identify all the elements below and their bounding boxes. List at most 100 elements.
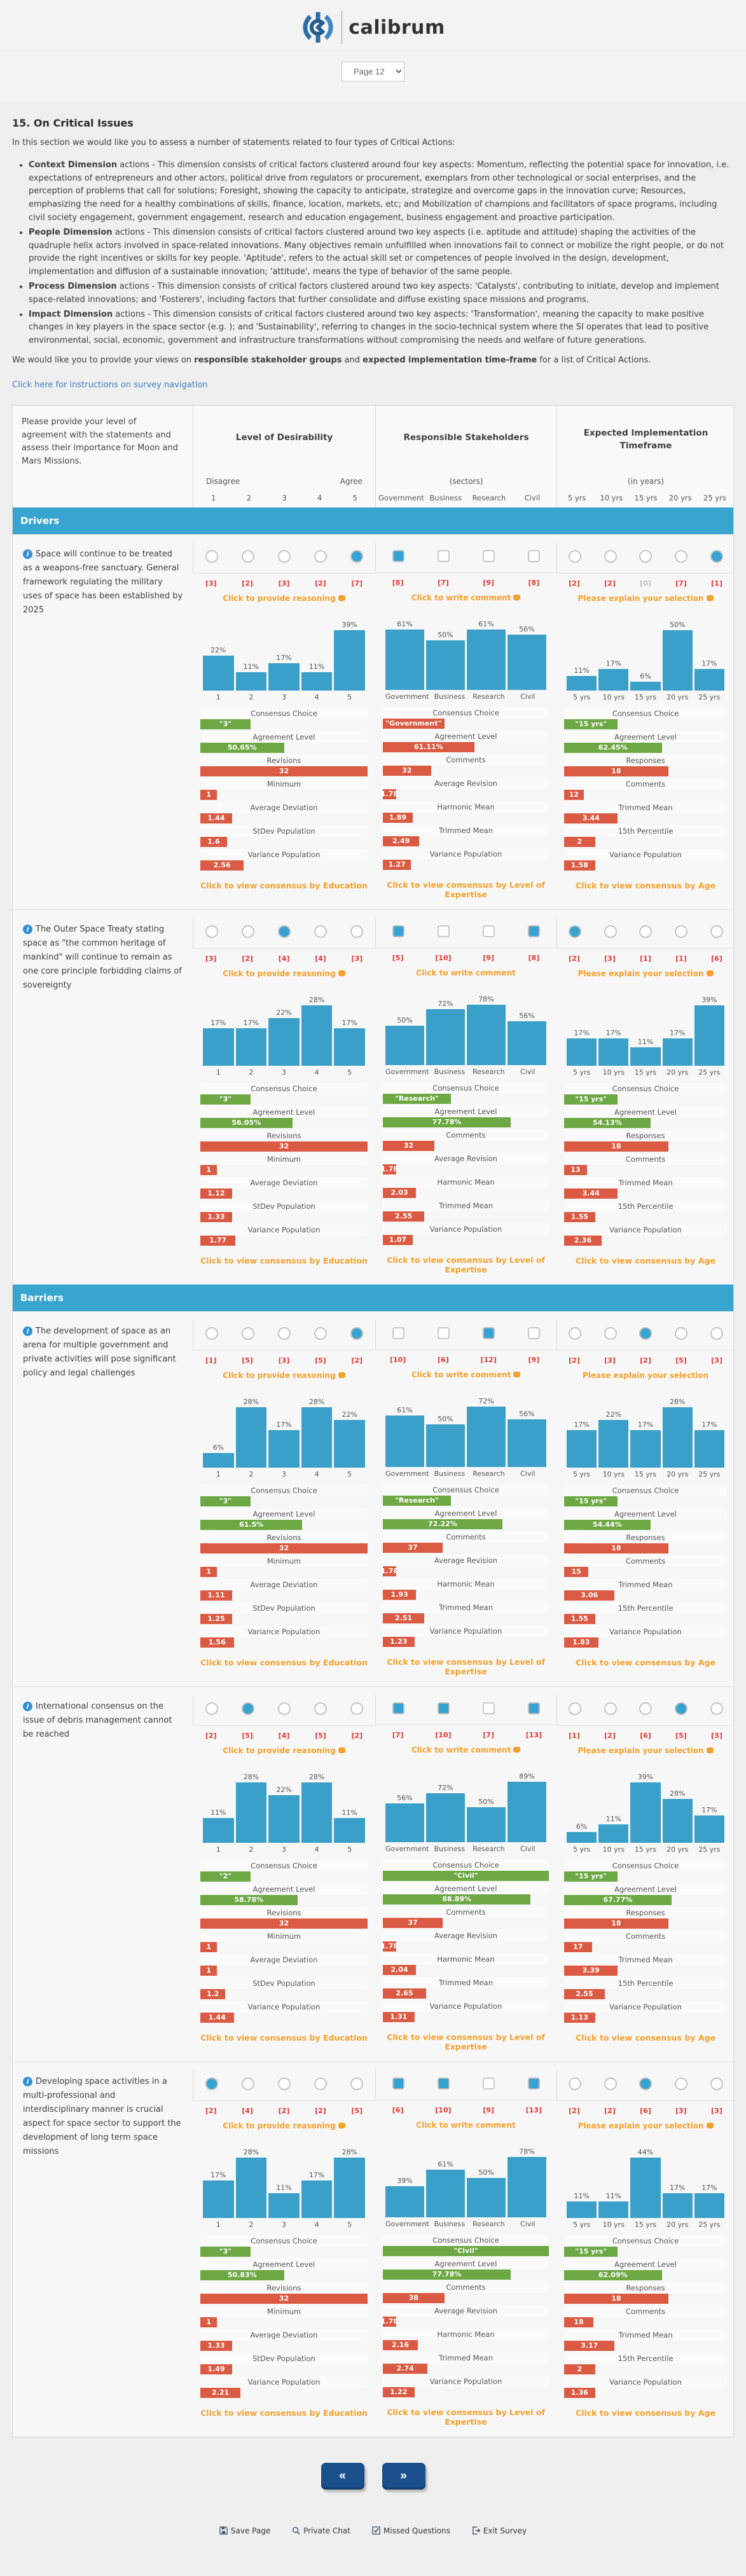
- radio-5[interactable]: [350, 1326, 364, 1340]
- checkbox-government[interactable]: [392, 2077, 404, 2090]
- stakeholders-comment-link[interactable]: Click to write comment: [378, 1746, 554, 1754]
- footer-link-save-page[interactable]: Save Page: [219, 2526, 270, 2535]
- checkbox-civil[interactable]: [528, 549, 540, 562]
- radio-25yrs[interactable]: [710, 2077, 724, 2090]
- checkbox-business[interactable]: [438, 2077, 450, 2090]
- radio-5[interactable]: [350, 1702, 364, 1715]
- timeframe-comment-link[interactable]: Please explain your selection: [559, 2121, 732, 2130]
- info-icon[interactable]: i: [23, 1701, 32, 1711]
- footer-link-exit-survey[interactable]: Exit Survey: [472, 2526, 527, 2535]
- consensus-view-link[interactable]: Click to view consensus by Level of Expe…: [387, 2032, 545, 2051]
- stakeholders-comment-link[interactable]: Click to write comment: [416, 968, 516, 977]
- radio-4[interactable]: [314, 925, 328, 938]
- radio-5yrs[interactable]: [568, 2077, 581, 2090]
- radio-25yrs[interactable]: [710, 549, 724, 563]
- timeframe-comment-link[interactable]: Please explain your selection: [582, 1370, 709, 1380]
- radio-1[interactable]: [205, 549, 218, 563]
- consensus-view-link[interactable]: Click to view consensus by Level of Expe…: [387, 879, 545, 899]
- radio-1[interactable]: [205, 2077, 218, 2090]
- radio-1[interactable]: [205, 1326, 218, 1340]
- radio-25yrs[interactable]: [710, 1702, 724, 1715]
- timeframe-comment-link[interactable]: Please explain your selection: [559, 594, 732, 603]
- checkbox-government[interactable]: [392, 925, 404, 937]
- radio-10yrs[interactable]: [604, 1702, 617, 1715]
- desirability-comment-link[interactable]: Click to provide reasoning: [195, 1371, 373, 1380]
- checkbox-civil[interactable]: [528, 2077, 540, 2090]
- radio-1[interactable]: [205, 1702, 218, 1715]
- checkbox-business[interactable]: [438, 1702, 450, 1714]
- radio-1[interactable]: [205, 925, 218, 938]
- instructions-link[interactable]: Click here for instructions on survey na…: [12, 380, 208, 390]
- consensus-view-link[interactable]: Click to view consensus by Education: [200, 2032, 368, 2042]
- radio-2[interactable]: [241, 1702, 254, 1715]
- radio-2[interactable]: [241, 2077, 254, 2090]
- checkbox-research[interactable]: [483, 1326, 495, 1339]
- checkbox-business[interactable]: [438, 549, 450, 562]
- consensus-view-link[interactable]: Click to view consensus by Age: [576, 1255, 715, 1265]
- consensus-view-link[interactable]: Click to view consensus by Age: [576, 880, 715, 890]
- radio-15yrs[interactable]: [639, 2077, 653, 2090]
- stakeholders-comment-link[interactable]: Click to write comment: [378, 1370, 554, 1379]
- radio-20yrs[interactable]: [675, 2077, 688, 2090]
- timeframe-comment-link[interactable]: Please explain your selection: [559, 1746, 732, 1755]
- consensus-view-link[interactable]: Click to view consensus by Age: [576, 2407, 715, 2418]
- radio-3[interactable]: [278, 1326, 291, 1340]
- consensus-view-link[interactable]: Click to view consensus by Age: [576, 2032, 715, 2042]
- info-icon[interactable]: i: [23, 549, 32, 559]
- stakeholders-comment-link[interactable]: Click to write comment: [416, 2120, 516, 2130]
- desirability-comment-link[interactable]: Click to provide reasoning: [195, 1746, 373, 1755]
- stakeholders-comment-link[interactable]: Click to write comment: [378, 593, 554, 602]
- next-page-button[interactable]: »: [382, 2462, 425, 2490]
- radio-10yrs[interactable]: [604, 1326, 617, 1340]
- info-icon[interactable]: i: [23, 1326, 32, 1336]
- radio-5yrs[interactable]: [568, 925, 581, 938]
- checkbox-civil[interactable]: [528, 925, 540, 937]
- radio-3[interactable]: [278, 925, 291, 938]
- checkbox-government[interactable]: [392, 1326, 404, 1339]
- desirability-comment-link[interactable]: Click to provide reasoning: [195, 2121, 373, 2130]
- desirability-comment-link[interactable]: Click to provide reasoning: [195, 969, 373, 978]
- radio-4[interactable]: [314, 1326, 328, 1340]
- checkbox-research[interactable]: [483, 925, 495, 937]
- radio-5yrs[interactable]: [568, 1326, 581, 1340]
- radio-20yrs[interactable]: [675, 549, 688, 563]
- radio-3[interactable]: [278, 2077, 291, 2090]
- radio-2[interactable]: [241, 549, 254, 563]
- radio-3[interactable]: [278, 1702, 291, 1715]
- timeframe-comment-link[interactable]: Please explain your selection: [559, 969, 732, 978]
- radio-20yrs[interactable]: [675, 1326, 688, 1340]
- consensus-view-link[interactable]: Click to view consensus by Education: [200, 2407, 368, 2418]
- radio-4[interactable]: [314, 2077, 328, 2090]
- radio-20yrs[interactable]: [675, 925, 688, 938]
- checkbox-government[interactable]: [392, 1702, 404, 1714]
- radio-25yrs[interactable]: [710, 1326, 724, 1340]
- checkbox-research[interactable]: [483, 1702, 495, 1714]
- radio-15yrs[interactable]: [639, 549, 653, 563]
- checkbox-civil[interactable]: [528, 1326, 540, 1339]
- radio-2[interactable]: [241, 1326, 254, 1340]
- checkbox-civil[interactable]: [528, 1702, 540, 1714]
- consensus-view-link[interactable]: Click to view consensus by Education: [200, 1657, 368, 1667]
- radio-5[interactable]: [350, 2077, 364, 2090]
- consensus-view-link[interactable]: Click to view consensus by Level of Expe…: [387, 1656, 545, 1676]
- info-icon[interactable]: i: [23, 924, 32, 934]
- radio-20yrs[interactable]: [675, 1702, 688, 1715]
- info-icon[interactable]: i: [23, 2076, 32, 2086]
- page-select[interactable]: Page 12: [342, 62, 404, 81]
- consensus-view-link[interactable]: Click to view consensus by Level of Expe…: [387, 1255, 545, 1274]
- radio-3[interactable]: [278, 549, 291, 563]
- consensus-view-link[interactable]: Click to view consensus by Education: [200, 1255, 368, 1265]
- radio-5yrs[interactable]: [568, 1702, 581, 1715]
- radio-15yrs[interactable]: [639, 1702, 653, 1715]
- consensus-view-link[interactable]: Click to view consensus by Age: [576, 1657, 715, 1667]
- radio-10yrs[interactable]: [604, 2077, 617, 2090]
- consensus-view-link[interactable]: Click to view consensus by Level of Expe…: [387, 2407, 545, 2427]
- radio-15yrs[interactable]: [639, 1326, 653, 1340]
- radio-4[interactable]: [314, 549, 328, 563]
- desirability-comment-link[interactable]: Click to provide reasoning: [195, 594, 373, 603]
- checkbox-research[interactable]: [483, 2077, 495, 2090]
- radio-10yrs[interactable]: [604, 549, 617, 563]
- radio-5yrs[interactable]: [568, 549, 581, 563]
- checkbox-government[interactable]: [392, 549, 404, 562]
- radio-5[interactable]: [350, 549, 364, 563]
